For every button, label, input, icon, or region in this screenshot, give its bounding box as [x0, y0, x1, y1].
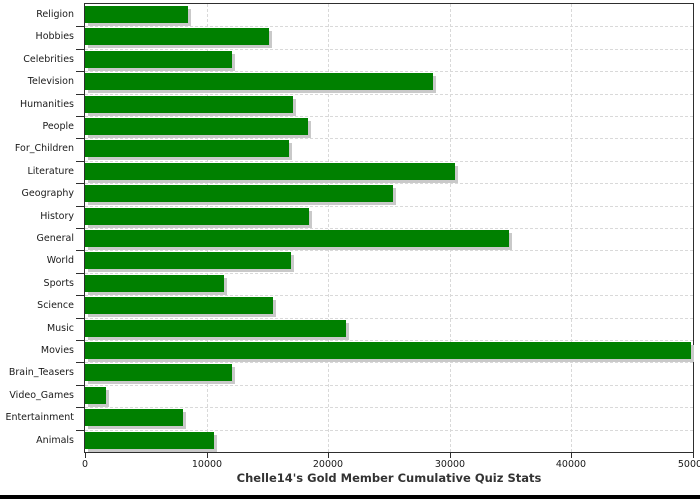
y-axis-tick: [76, 250, 84, 252]
y-axis-tick: [76, 228, 84, 229]
y-axis-tick: [76, 317, 84, 319]
bar-celebrities: [85, 50, 232, 68]
grid-hline: [85, 183, 693, 185]
y-axis-tick: [76, 362, 84, 364]
grid-hline: [85, 272, 693, 274]
y-axis-label: History: [40, 210, 74, 222]
grid-hline: [85, 160, 693, 162]
bar-hobbies: [85, 28, 269, 46]
y-axis-tick: [76, 384, 84, 386]
y-axis-label: Movies: [40, 345, 74, 356]
y-axis-tick: [76, 116, 84, 117]
window-bottom-bar: [0, 495, 700, 499]
grid-hline: [85, 362, 693, 364]
y-axis-label: Entertainment: [5, 412, 74, 424]
y-axis-label: For_Children: [14, 143, 74, 155]
y-axis-label: Science: [37, 300, 74, 312]
y-axis-tick: [76, 407, 84, 409]
y-axis-label: People: [42, 121, 74, 132]
bar-sports: [85, 274, 224, 292]
x-axis-tick-label: 20000: [312, 459, 344, 470]
y-axis-label: Hobbies: [35, 31, 74, 43]
grid-hline: [85, 429, 693, 431]
bar-video_games: [85, 386, 106, 404]
grid-hline: [85, 93, 693, 95]
y-axis-label: Geography: [21, 188, 74, 200]
x-axis-tick-label: 40000: [555, 459, 587, 470]
grid-hline: [85, 384, 693, 386]
bar-music: [85, 319, 346, 337]
y-axis-label: World: [46, 255, 74, 267]
chart-title: Chelle14's Gold Member Cumulative Quiz S…: [236, 471, 542, 485]
x-axis-tick: [85, 452, 86, 458]
bar-humanities: [85, 95, 293, 113]
bar-general: [85, 230, 509, 247]
grid-hline: [85, 138, 693, 140]
y-axis-tick: [76, 26, 84, 28]
grid-hline: [85, 205, 693, 207]
x-axis-tick: [693, 452, 694, 458]
y-axis-tick: [76, 429, 84, 431]
y-axis-tick: [76, 48, 84, 50]
x-axis-tick: [328, 452, 329, 458]
x-axis-tick-label: 10000: [191, 459, 223, 470]
y-axis-tick: [76, 138, 84, 140]
grid-hline: [85, 317, 693, 319]
y-axis-label: Humanities: [19, 98, 74, 110]
bar-animals: [85, 431, 214, 449]
grid-hline: [85, 295, 693, 297]
grid-hline: [85, 26, 693, 28]
grid-hline: [85, 71, 693, 73]
bar-science: [85, 297, 273, 315]
y-axis-label: Celebrities: [23, 53, 74, 65]
y-axis-label: Television: [27, 76, 74, 88]
y-axis-label: Music: [46, 322, 74, 334]
grid-hline: [85, 340, 693, 341]
bar-literature: [85, 162, 455, 180]
y-axis-label: Brain_Teasers: [8, 367, 74, 379]
y-axis-label: General: [36, 233, 74, 244]
bar-for_children: [85, 140, 289, 158]
plot-area: [84, 3, 694, 453]
bar-movies: [85, 342, 691, 359]
y-axis-tick: [76, 272, 84, 274]
bar-television: [85, 73, 433, 91]
y-axis-label: Video_Games: [9, 389, 74, 401]
y-axis-tick: [76, 183, 84, 185]
x-axis-tick-label: 30000: [434, 459, 466, 470]
y-axis-label: Sports: [43, 277, 74, 289]
y-axis-tick: [76, 205, 84, 207]
y-axis-tick: [76, 71, 84, 73]
y-axis-tick: [76, 93, 84, 95]
bar-brain_teasers: [85, 364, 232, 382]
grid-hline: [85, 228, 693, 229]
bar-religion: [85, 6, 188, 23]
y-axis-tick: [76, 295, 84, 297]
x-axis-tick-label: 50000: [677, 459, 700, 470]
x-axis-tick: [450, 452, 451, 458]
y-axis-labels: Religion Hobbies Celebrities Television Huma…: [0, 4, 74, 453]
x-axis-tick-label: 0: [81, 459, 89, 470]
grid-hline: [85, 250, 693, 252]
x-axis-tick: [207, 452, 208, 458]
bar-world: [85, 252, 291, 270]
y-axis-tick: [76, 340, 84, 341]
grid-hline: [85, 48, 693, 50]
bar-entertainment: [85, 409, 183, 427]
grid-hline: [85, 116, 693, 117]
bar-history: [85, 207, 309, 225]
bar-geography: [85, 185, 393, 203]
y-axis-label: Literature: [27, 165, 74, 177]
grid-hline: [85, 407, 693, 409]
bar-people: [85, 118, 308, 135]
y-axis-tick: [76, 160, 84, 162]
y-axis-label: Religion: [36, 9, 74, 20]
x-axis-tick: [571, 452, 572, 458]
y-axis-label: Animals: [36, 434, 74, 446]
